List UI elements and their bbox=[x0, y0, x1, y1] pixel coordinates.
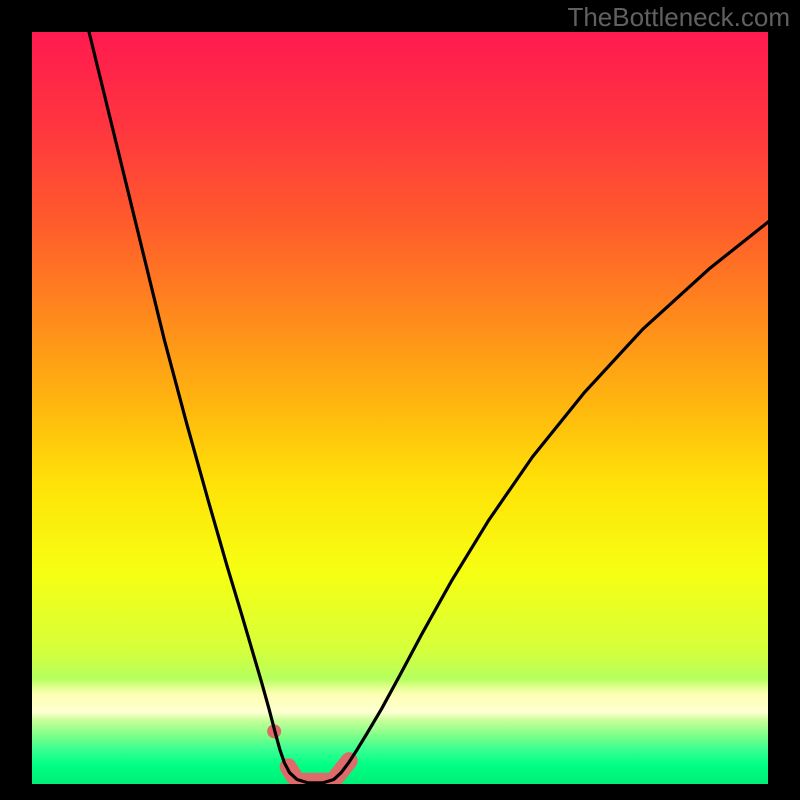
bottleneck-chart bbox=[0, 0, 800, 800]
gradient-background bbox=[32, 32, 768, 784]
watermark-text: TheBottleneck.com bbox=[567, 2, 790, 33]
stage: TheBottleneck.com bbox=[0, 0, 800, 800]
